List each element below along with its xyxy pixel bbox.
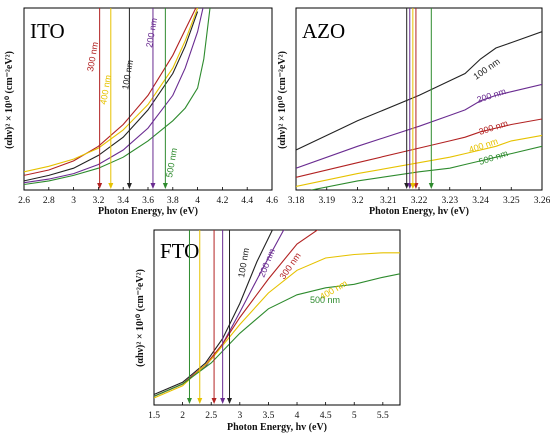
- x-tick-label: 3.4: [117, 196, 129, 206]
- series-line-200nm: [24, 8, 204, 184]
- bandgap-arrowhead: [428, 183, 434, 189]
- bandgap-arrowhead: [211, 398, 217, 404]
- x-tick-label: 3.21: [380, 196, 397, 206]
- series-label: 100 nm: [236, 247, 251, 278]
- x-tick-label: 4: [195, 196, 200, 206]
- series-label: 300 nm: [478, 118, 510, 137]
- x-tick-label: 3.25: [503, 196, 520, 206]
- series-line-400nm: [296, 134, 542, 187]
- x-tick-label: 3.22: [411, 196, 428, 206]
- series-line-500nm: [154, 273, 400, 397]
- series-line-500nm: [24, 8, 211, 186]
- bandgap-arrowhead: [410, 183, 416, 189]
- y-axis-label: (αhν)² × 10¹⁰ (cm⁻²eV²): [4, 51, 15, 149]
- x-tick-label: 3.23: [441, 196, 458, 206]
- series-line-500nm: [311, 145, 542, 190]
- panel-title: AZO: [302, 19, 345, 43]
- x-tick-label: 3.18: [288, 196, 305, 206]
- series-label: 200 nm: [144, 17, 159, 48]
- x-tick-label: 3.2: [92, 196, 104, 206]
- series-line-300nm: [24, 8, 197, 176]
- panel-title: FTO: [160, 239, 199, 263]
- panel-fto: 1.5 2 2.5 3 3.5 4 4.5 5 5.5 FTO Photon Energy, hv …: [135, 229, 401, 433]
- x-tick-label: 2: [180, 411, 185, 421]
- bandgap-arrowhead: [126, 183, 132, 189]
- x-tick-label: 3.2: [352, 196, 364, 206]
- series-label: 100 nm: [471, 56, 501, 81]
- x-tick-label: 3: [71, 196, 76, 206]
- y-axis-label: (αhν)² × 10¹⁰ (cm⁻²eV²): [277, 51, 288, 149]
- x-tick-label: 3.26: [534, 196, 550, 206]
- bandgap-arrowhead: [108, 183, 114, 189]
- series-label: 500 nm: [164, 147, 179, 178]
- series-line-100nm: [24, 11, 199, 182]
- x-tick-label: 3.8: [167, 196, 179, 206]
- series-line-200nm: [296, 83, 542, 169]
- x-tick-label: 2.8: [43, 196, 55, 206]
- x-tick-label: 3.24: [472, 196, 489, 206]
- bandgap-arrowhead: [150, 183, 156, 189]
- x-tick-label: 1.5: [148, 411, 160, 421]
- x-tick-label: 3.5: [262, 411, 274, 421]
- x-tick-label: 4.2: [216, 196, 228, 206]
- bandgap-arrowhead: [220, 398, 226, 404]
- x-axis-label: Photon Energy, hv (eV): [369, 206, 469, 217]
- bandgap-arrowhead: [186, 398, 192, 404]
- series-label: 300 nm: [277, 251, 302, 281]
- x-tick-label: 3.19: [318, 196, 335, 206]
- x-tick-label: 3: [237, 411, 242, 421]
- plot-frame: [153, 229, 401, 406]
- series-line-400nm: [24, 8, 199, 173]
- x-tick-label: 4.4: [241, 196, 253, 206]
- panel-azo: 3.18 3.19 3.2 3.21 3.22 3.23 3.24 3.25 3.26 AZO Ph…: [277, 7, 550, 217]
- series-label: 200 nm: [257, 247, 278, 279]
- x-tick-label: 5: [352, 411, 357, 421]
- x-tick-label: 3.6: [142, 196, 154, 206]
- series-line-300nm: [296, 118, 542, 178]
- series-line-400nm: [154, 252, 400, 399]
- x-tick-label: 4.5: [320, 411, 332, 421]
- panel-ito: 2.6 2.8 3 3.2 3.4 3.6 3.8 4 4.2 4.4 4.6 ITO Photon E…: [4, 7, 278, 217]
- series-label: 200 nm: [476, 86, 508, 105]
- x-tick-label: 4: [295, 411, 300, 421]
- x-tick-label: 4.6: [266, 196, 278, 206]
- series-label: 500 nm: [310, 295, 340, 305]
- x-axis-label: Photon Energy, hv (eV): [227, 422, 327, 433]
- bandgap-arrowhead: [162, 183, 168, 189]
- y-axis-label: (αhν)² × 10¹⁰ (cm⁻²eV²): [135, 269, 146, 367]
- series-line-100nm: [296, 31, 542, 151]
- bandgap-arrowhead: [197, 398, 203, 404]
- x-tick-label: 2.6: [18, 196, 30, 206]
- series-label: 300 nm: [85, 41, 100, 72]
- x-tick-label: 2.5: [205, 411, 217, 421]
- bandgap-arrowhead: [227, 398, 233, 404]
- bandgap-arrowhead: [97, 183, 103, 189]
- series-label: 100 nm: [120, 59, 135, 90]
- x-tick-label: 5.5: [377, 411, 389, 421]
- x-axis-label: Photon Energy, hv (eV): [98, 206, 198, 217]
- panel-title: ITO: [30, 19, 65, 43]
